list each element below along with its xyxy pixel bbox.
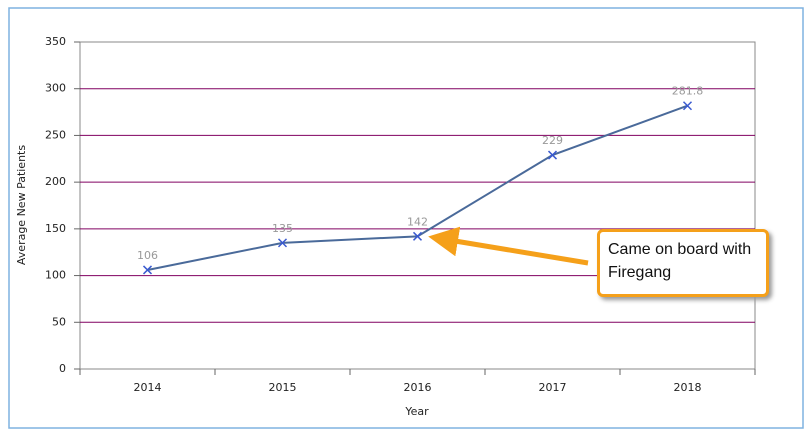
data-label: 106 (137, 249, 158, 262)
annotation: Came on board with Firegang (597, 229, 769, 297)
y-tick-label: 150 (45, 222, 66, 235)
data-label: 281.8 (672, 85, 704, 98)
data-label: 229 (542, 134, 563, 147)
y-tick-label: 100 (45, 269, 66, 282)
y-tick-label: 50 (52, 315, 66, 328)
point-marker (412, 231, 423, 241)
point-marker (547, 150, 558, 160)
x-axis-title: Year (404, 405, 429, 418)
point-marker (277, 238, 288, 248)
y-tick-label: 250 (45, 128, 66, 141)
x-tick-label: 2018 (674, 381, 702, 394)
annotation-arrow (428, 226, 589, 266)
frame (8, 7, 804, 429)
x-tick-label: 2017 (539, 381, 567, 394)
data-label: 135 (272, 222, 293, 235)
x-tick-label: 2016 (404, 381, 432, 394)
point-marker (682, 101, 693, 111)
point-marker (142, 265, 153, 275)
plot-area (79, 41, 756, 370)
data-label: 142 (407, 215, 428, 228)
y-axis-title: Average New Patients (15, 145, 28, 265)
y-tick-label: 350 (45, 35, 66, 48)
x-tick-label: 2014 (134, 381, 162, 394)
y-tick-label: 0 (59, 362, 66, 375)
y-tick-label: 300 (45, 82, 66, 95)
y-tick-label: 200 (45, 175, 66, 188)
x-tick-label: 2015 (269, 381, 297, 394)
